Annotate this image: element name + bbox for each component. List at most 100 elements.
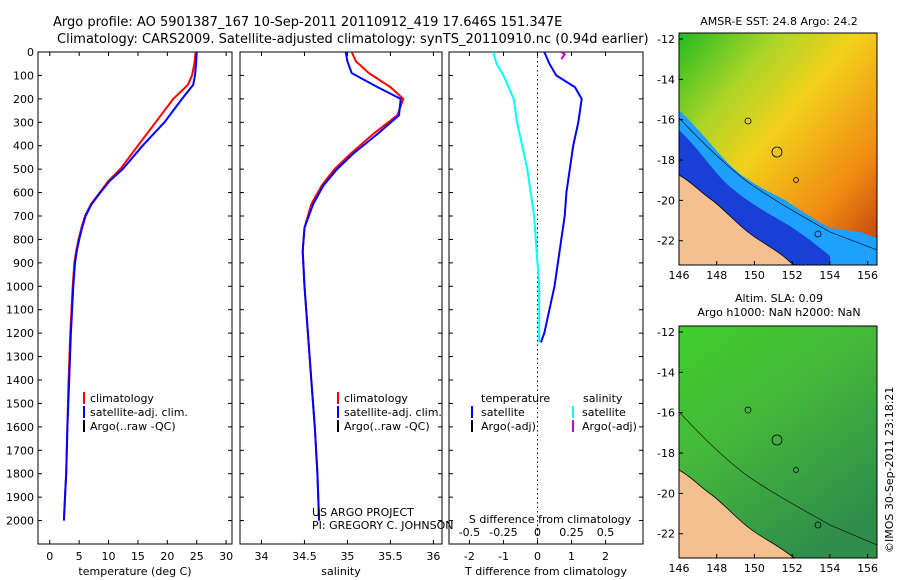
y-tick-label: 1000 <box>6 280 34 293</box>
y-tick-label: 1300 <box>6 351 34 364</box>
series-line <box>560 52 567 60</box>
sla-map-title2: Argo h1000: NaN h2000: NaN <box>697 306 860 319</box>
map-x-tick-label: 152 <box>782 269 803 282</box>
map-y-tick-label: -22 <box>657 528 675 541</box>
map-y-tick-label: -20 <box>657 194 675 207</box>
plot-frame <box>37 51 233 545</box>
legend-item: climatology <box>90 392 154 405</box>
y-tick-label: 1200 <box>6 327 34 340</box>
map-y-tick-label: -16 <box>657 407 675 420</box>
map-x-tick-label: 156 <box>857 269 878 282</box>
x-tick-label: 25 <box>190 550 204 563</box>
plot-frame <box>448 51 644 545</box>
series-group <box>62 52 198 521</box>
y-tick-label: 700 <box>13 210 34 223</box>
x-tick-label: 15 <box>131 550 145 563</box>
y-tick-label: 200 <box>13 93 34 106</box>
x-tick-label: 34 <box>254 550 268 563</box>
difference-legend: temperature satellite Argo(-adj) salinit… <box>471 392 637 433</box>
map-y-tick-label: -20 <box>657 487 675 500</box>
s-tick-label: 0 <box>534 526 541 539</box>
map-y-tick-label: -14 <box>657 366 675 379</box>
series-line <box>492 52 541 343</box>
sla-map <box>679 326 877 558</box>
plot-frame <box>239 51 443 545</box>
legend-item: Argo(..raw -QC) <box>344 420 430 433</box>
y-tick-label: 300 <box>13 116 34 129</box>
sst-map-title: AMSR-E SST: 24.8 Argo: 24.2 <box>700 15 858 28</box>
series-group <box>301 52 405 521</box>
y-tick-label: 1800 <box>6 468 34 481</box>
map-y-tick-label: -12 <box>657 326 675 339</box>
x-tick-label: 10 <box>102 550 116 563</box>
y-tick-label: 600 <box>13 187 34 200</box>
y-tick-label: 500 <box>13 163 34 176</box>
map-x-tick-label: 146 <box>669 562 690 575</box>
x-axis-label: T difference from climatology <box>464 565 627 578</box>
x-tick-label: 5 <box>76 550 83 563</box>
map-y-tick-label: -18 <box>657 154 675 167</box>
map-x-tick-label: 146 <box>669 269 690 282</box>
map-x-tick-label: 148 <box>706 269 727 282</box>
series-line <box>301 52 402 521</box>
x-tick-label: 1 <box>568 550 575 563</box>
sst-map <box>679 33 877 265</box>
legend-item: Argo(..raw -QC) <box>90 420 176 433</box>
s-tick-label: -0.5 <box>459 526 480 539</box>
x-tick-label: 2 <box>602 550 609 563</box>
series-line <box>62 52 198 521</box>
x-tick-label: 35.5 <box>378 550 403 563</box>
x-tick-label: 30 <box>219 550 233 563</box>
sst-map-axes: 146 148 150 152 154 156 -12 -14 -16 -18 -20 -22 <box>657 33 878 282</box>
header-line1: Argo profile: AO 5901387_167 10-Sep-2011… <box>53 15 562 30</box>
project-credit: US ARGO PROJECT <box>312 506 414 519</box>
x-tick-label: -1 <box>498 550 509 563</box>
x-axis-label: salinity <box>321 565 361 578</box>
map-y-tick-label: -18 <box>657 447 675 460</box>
series-group <box>492 52 583 343</box>
y-tick-label: 2000 <box>6 515 34 528</box>
legend-title: salinity <box>583 392 623 405</box>
y-tick-label: 1700 <box>6 444 34 457</box>
s-tick-label: -0.25 <box>489 526 517 539</box>
sla-map-title1: Altim. SLA: 0.09 <box>735 292 823 305</box>
map-x-tick-label: 150 <box>744 269 765 282</box>
legend-item: Argo(-adj) <box>481 420 536 433</box>
x-tick-label: -2 <box>464 550 475 563</box>
y-tick-label: 400 <box>13 140 34 153</box>
s-axis-label: S difference from climatology <box>469 513 632 526</box>
y-tick-label: 100 <box>13 69 34 82</box>
salinity-legend: climatology satellite-adj. clim. Argo(..… <box>337 392 442 433</box>
map-x-tick-label: 152 <box>782 562 803 575</box>
legend-item: climatology <box>344 392 408 405</box>
x-tick-label: 0 <box>534 550 541 563</box>
map-x-tick-label: 150 <box>744 562 765 575</box>
map-y-tick-label: -14 <box>657 73 675 86</box>
map-x-tick-label: 156 <box>857 562 878 575</box>
x-tick-label: 20 <box>160 550 174 563</box>
y-tick-label: 1500 <box>6 397 34 410</box>
x-tick-label: 36 <box>426 550 440 563</box>
y-tick-label: 800 <box>13 233 34 246</box>
legend-item: satellite <box>481 406 525 419</box>
legend-title: temperature <box>481 392 550 405</box>
x-tick-label: 0 <box>46 550 53 563</box>
series-line <box>539 52 583 343</box>
x-tick-label: 35 <box>340 550 354 563</box>
pi-credit: PI: GREGORY C. JOHNSON <box>312 519 453 532</box>
map-x-tick-label: 154 <box>819 269 840 282</box>
map-y-tick-label: -12 <box>657 33 675 46</box>
salinity-panel: 34 34.5 35 35.5 36 salinity <box>239 51 443 578</box>
map-y-tick-label: -22 <box>657 235 675 248</box>
temperature-legend: climatology satellite-adj. clim. Argo(..… <box>83 392 188 433</box>
y-tick-label: 1900 <box>6 491 34 504</box>
temperature-panel: 0 100 200 300 400 500 600 700 800 900 1000 1100 1200… <box>6 46 233 578</box>
sla-map-axes: 146 148 150 152 154 156 -12 -14 -16 -18 -20 -22 <box>657 326 878 575</box>
x-axis-label: temperature (deg C) <box>78 565 191 578</box>
y-tick-label: 1100 <box>6 304 34 317</box>
imos-credit: ©IMOS 30-Sep-2011 23:18:21 <box>883 387 896 553</box>
y-tick-label: 1600 <box>6 421 34 434</box>
y-tick-label: 900 <box>13 257 34 270</box>
map-x-tick-label: 148 <box>706 562 727 575</box>
